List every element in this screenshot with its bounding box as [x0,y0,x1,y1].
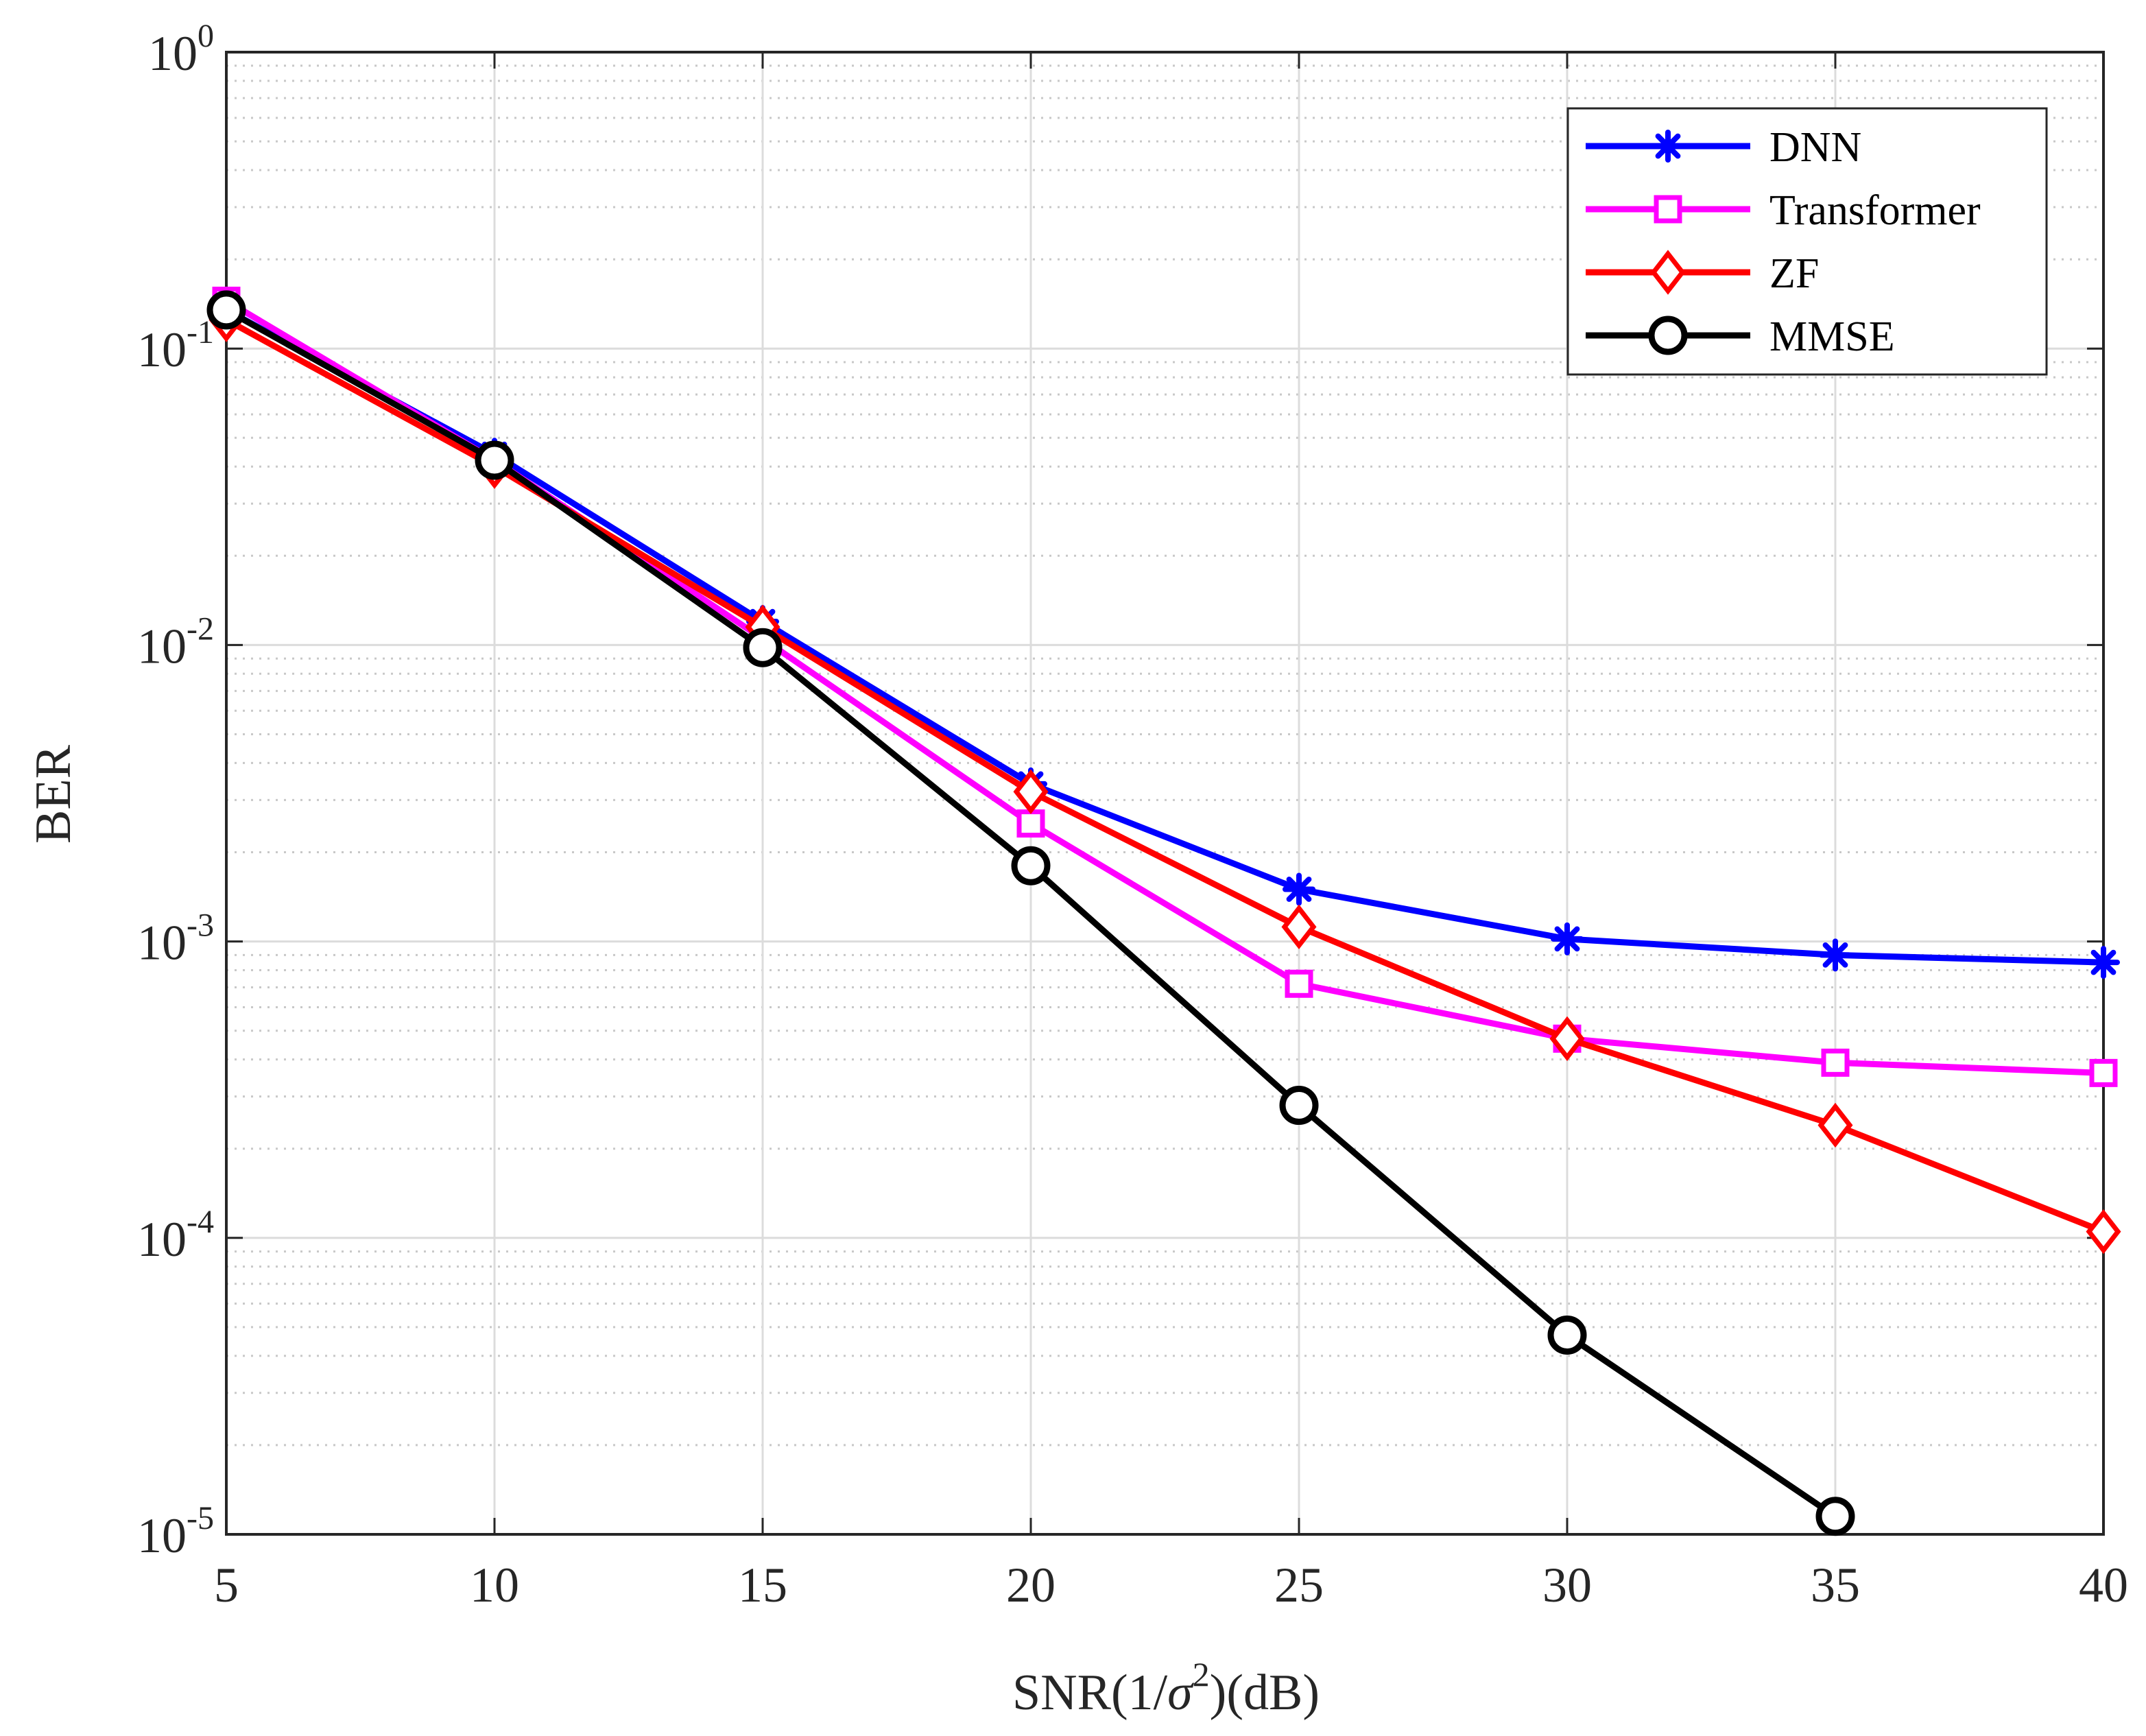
data-point-mmse [1279,1086,1319,1126]
x-axis-label-superscript: 2 [1193,1655,1210,1693]
y-tick-exponent: -2 [187,610,214,647]
x-axis-label-prefix: SNR(1/ [1012,1665,1168,1721]
y-tick-label: 10-3 [137,907,214,971]
x-tick-label: 25 [1274,1558,1324,1613]
asterisk-stroke [1655,133,1681,159]
data-point-transformer [1821,1048,1850,1077]
data-point-zf [1281,904,1317,950]
legend-label-zf: ZF [1769,250,1819,297]
y-tick-base: 10 [137,1212,187,1267]
y-tick-exponent: -5 [187,1500,214,1536]
data-point-dnn [1819,938,1852,972]
data-point-transformer [1016,809,1045,838]
data-point-transformer [2089,1058,2118,1087]
x-tick-label: 5 [214,1558,239,1613]
legend-marker-mmse [1648,316,1688,355]
legend-label-transformer: Transformer [1769,187,1981,234]
data-point-zf [1817,1102,1853,1148]
y-tick-label: 10-1 [137,314,214,377]
data-point-mmse [206,290,246,330]
legend-entry-transformer: Transformer [1586,187,1981,234]
y-tick-exponent: -4 [187,1204,214,1240]
data-point-dnn [1551,922,1584,955]
plot-area-frame [225,51,2105,1536]
data-point-zf [2086,1209,2121,1255]
x-axis-label-sigma: σ [1167,1665,1194,1721]
legend-box [1566,107,2048,376]
y-tick-label: 10-2 [137,610,214,674]
y-tick-base: 10 [137,916,187,971]
data-point-mmse [1547,1316,1587,1355]
x-tick-label: 10 [470,1558,519,1613]
asterisk-stroke [1822,942,1848,968]
series-layer [206,286,2121,1536]
y-tick-label: 100 [148,18,214,81]
data-point-zf [1013,769,1049,814]
x-tick-label: 20 [1006,1558,1056,1613]
legend-entry-zf: ZF [1586,250,1819,297]
y-tick-base: 10 [137,1508,187,1563]
y-tick-exponent: -1 [187,314,214,350]
legend-label-mmse: MMSE [1769,313,1895,360]
legend-entry-mmse: MMSE [1586,313,1895,360]
y-tick-label: 10-5 [137,1500,214,1563]
legend-label-dnn: DNN [1769,124,1861,171]
data-point-transformer [1285,969,1313,998]
asterisk-stroke [1286,877,1312,902]
x-tick-label: 35 [1811,1558,1860,1613]
legend: DNN Transformer ZF MMSE [1566,107,2048,376]
asterisk-stroke [1554,926,1580,952]
data-point-dnn [2087,946,2120,979]
asterisk-stroke [2090,949,2117,975]
series-line-dnn [224,307,2104,966]
y-tick-exponent: -3 [187,907,214,944]
x-tick-label: 30 [1542,1558,1592,1613]
legend-marker-transformer [1654,195,1682,224]
legend-marker-zf [1650,250,1686,295]
x-axis-label: SNR(1/σ2)(dB) [1012,1655,1320,1721]
data-point-mmse [743,628,783,667]
x-tick-label: 40 [2079,1558,2128,1613]
y-tick-exponent: 0 [198,18,214,54]
data-point-dnn [1283,872,1315,906]
y-tick-base: 10 [137,619,187,674]
legend-entry-dnn: DNN [1586,124,1861,171]
y-tick-base: 10 [148,26,198,81]
x-tick-label: 15 [738,1558,787,1613]
data-point-mmse [1815,1497,1855,1536]
y-axis-label: BER [25,744,82,844]
y-tick-base: 10 [137,322,187,377]
data-point-mmse [1011,846,1051,885]
data-point-zf [1549,1016,1585,1062]
x-axis-label-suffix: )(dB) [1210,1665,1320,1721]
data-point-mmse [475,440,514,480]
legend-marker-dnn [1652,130,1684,163]
y-tick-label: 10-4 [137,1204,214,1267]
series-mmse [206,290,1855,1536]
